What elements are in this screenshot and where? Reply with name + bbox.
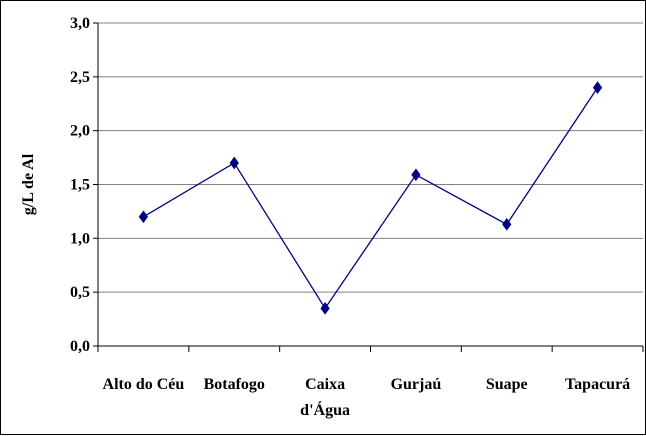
y-axis-title: g/L de Al [20,153,37,215]
data-point [138,210,149,224]
y-tick-label: 2,5 [70,69,90,86]
y-tick-label: 0,5 [70,284,90,301]
y-tick-label: 0,0 [70,338,90,355]
data-point [229,156,239,170]
series-line [143,87,599,310]
x-tick-labels: Alto do Céu Botafogo Caixa d'Água Gurjaú Suap… [103,376,631,419]
x-tick-label: Gurjaú [391,376,442,393]
data-point [320,301,330,315]
y-tick-label: 1,5 [70,177,90,194]
data-point [411,168,421,182]
data-point [502,217,512,231]
x-tick-label: Alto do Céu [103,376,185,393]
gridlines [98,22,643,293]
x-tick-label: Tapacurá [565,376,630,393]
x-tick-label: Botafogo [204,376,265,393]
y-tick-label: 1,0 [70,230,90,247]
x-tick-label: Caixa d'Água [300,376,350,419]
y-tick-label: 2,0 [70,123,90,140]
y-tick-label: 3,0 [70,15,90,32]
axes [93,22,644,352]
series [138,81,603,315]
y-tick-labels: 0,0 0,5 1,0 1,5 2,0 2,5 3,0 [70,15,90,355]
x-tick-label: Suape [486,376,528,393]
data-point [592,81,603,94]
